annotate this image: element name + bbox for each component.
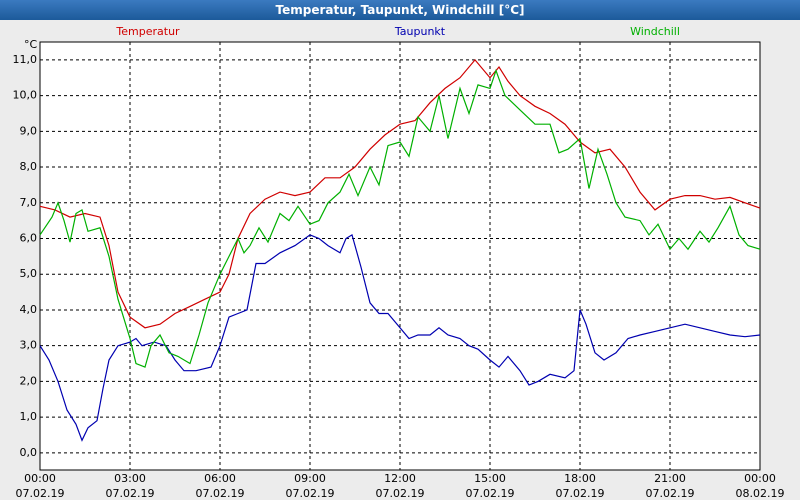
x-tick-label: 15:00 07.02.19 xyxy=(465,472,515,500)
y-tick-label: 10,0 xyxy=(13,89,38,102)
chart-title: Temperatur, Taupunkt, Windchill [°C] xyxy=(0,0,800,20)
y-tick-label: 1,0 xyxy=(20,410,38,423)
series-line xyxy=(39,233,761,442)
y-tick-label: 0,0 xyxy=(20,446,38,459)
y-tick-label: 3,0 xyxy=(20,339,38,352)
y-tick-label: 9,0 xyxy=(20,124,38,137)
plot-area xyxy=(40,42,760,470)
legend-entry: Windchill xyxy=(630,25,680,38)
x-tick-label: 12:00 07.02.19 xyxy=(375,472,425,500)
series-line xyxy=(39,68,761,368)
legend-entry: Taupunkt xyxy=(394,25,446,38)
x-tick-label: 06:00 07.02.19 xyxy=(195,472,245,500)
y-tick-label: 4,0 xyxy=(20,303,38,316)
x-tick-label: 18:00 07.02.19 xyxy=(555,472,605,500)
y-tick-label: 8,0 xyxy=(20,160,38,173)
y-tick-label: 7,0 xyxy=(20,196,38,209)
x-tick-label: 09:00 07.02.19 xyxy=(285,472,335,500)
series-line xyxy=(39,58,761,329)
x-tick-label: 03:00 07.02.19 xyxy=(105,472,155,500)
y-tick-label: 2,0 xyxy=(20,374,38,387)
y-tick-label: 5,0 xyxy=(20,267,38,280)
y-axis-label: °C xyxy=(24,38,38,51)
x-tick-label: 00:00 08.02.19 xyxy=(735,472,785,500)
legend-entry: Temperatur xyxy=(115,25,180,38)
y-tick-label: 11,0 xyxy=(13,53,38,66)
x-tick-label: 21:00 07.02.19 xyxy=(645,472,695,500)
y-tick-label: 6,0 xyxy=(20,231,38,244)
plot-frame xyxy=(39,41,761,471)
x-tick-label: 00:00 07.02.19 xyxy=(15,472,65,500)
